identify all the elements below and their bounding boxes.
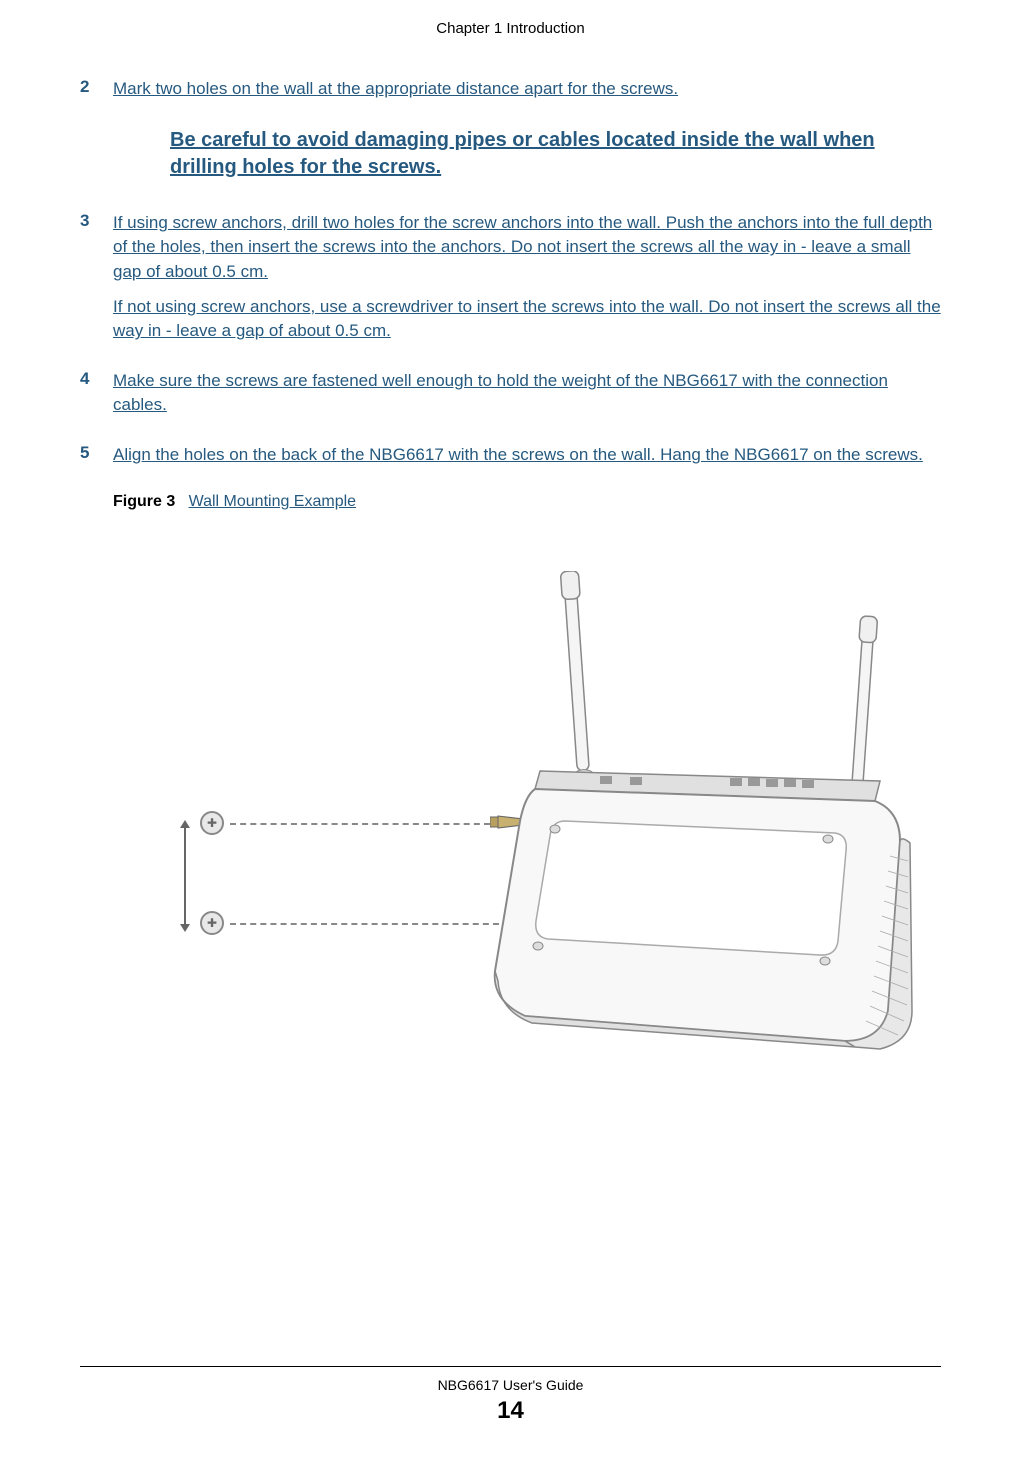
figure-caption: Wall Mounting Example (189, 493, 356, 510)
distance-arrow-icon (184, 826, 186, 926)
router-device-icon (480, 571, 920, 1051)
chapter-title: Chapter 1 Introduction (436, 20, 584, 37)
step-3: 3 If using screw anchors, drill two hole… (80, 211, 941, 344)
step-5-text: Align the holes on the back of the NBG66… (113, 443, 941, 468)
step-2-text: Mark two holes on the wall at the approp… (113, 77, 941, 102)
step-5-num: 5 (80, 443, 95, 468)
step-4-num: 4 (80, 369, 95, 418)
footer-guide: NBG6617 User's Guide (80, 1377, 941, 1393)
page-content: 2 Mark two holes on the wall at the appr… (80, 77, 941, 1091)
chapter-header: Chapter 1 Introduction (80, 0, 941, 37)
wall-screw-top-icon (200, 811, 224, 835)
step-3-p2: If not using screw anchors, use a screwd… (113, 295, 941, 344)
step-4-text: Make sure the screws are fastened well e… (113, 369, 941, 418)
step-2-num: 2 (80, 77, 95, 102)
page-footer: NBG6617 User's Guide 14 (80, 1366, 941, 1425)
footer-page-number: 14 (80, 1397, 941, 1425)
warning-text: Be careful to avoid damaging pipes or ca… (170, 127, 911, 181)
wall-mounting-figure (140, 531, 920, 1091)
wall-screw-bottom-icon (200, 911, 224, 935)
figure-number: Figure 3 (113, 493, 175, 510)
step-3-p1: If using screw anchors, drill two holes … (113, 213, 932, 281)
step-3-text: If using screw anchors, drill two holes … (113, 211, 941, 344)
step-3-num: 3 (80, 211, 95, 344)
step-5: 5 Align the holes on the back of the NBG… (80, 443, 941, 468)
step-4: 4 Make sure the screws are fastened well… (80, 369, 941, 418)
guide-line-top (230, 823, 490, 825)
step-2: 2 Mark two holes on the wall at the appr… (80, 77, 941, 102)
figure-label: Figure 3 Wall Mounting Example (113, 493, 941, 511)
